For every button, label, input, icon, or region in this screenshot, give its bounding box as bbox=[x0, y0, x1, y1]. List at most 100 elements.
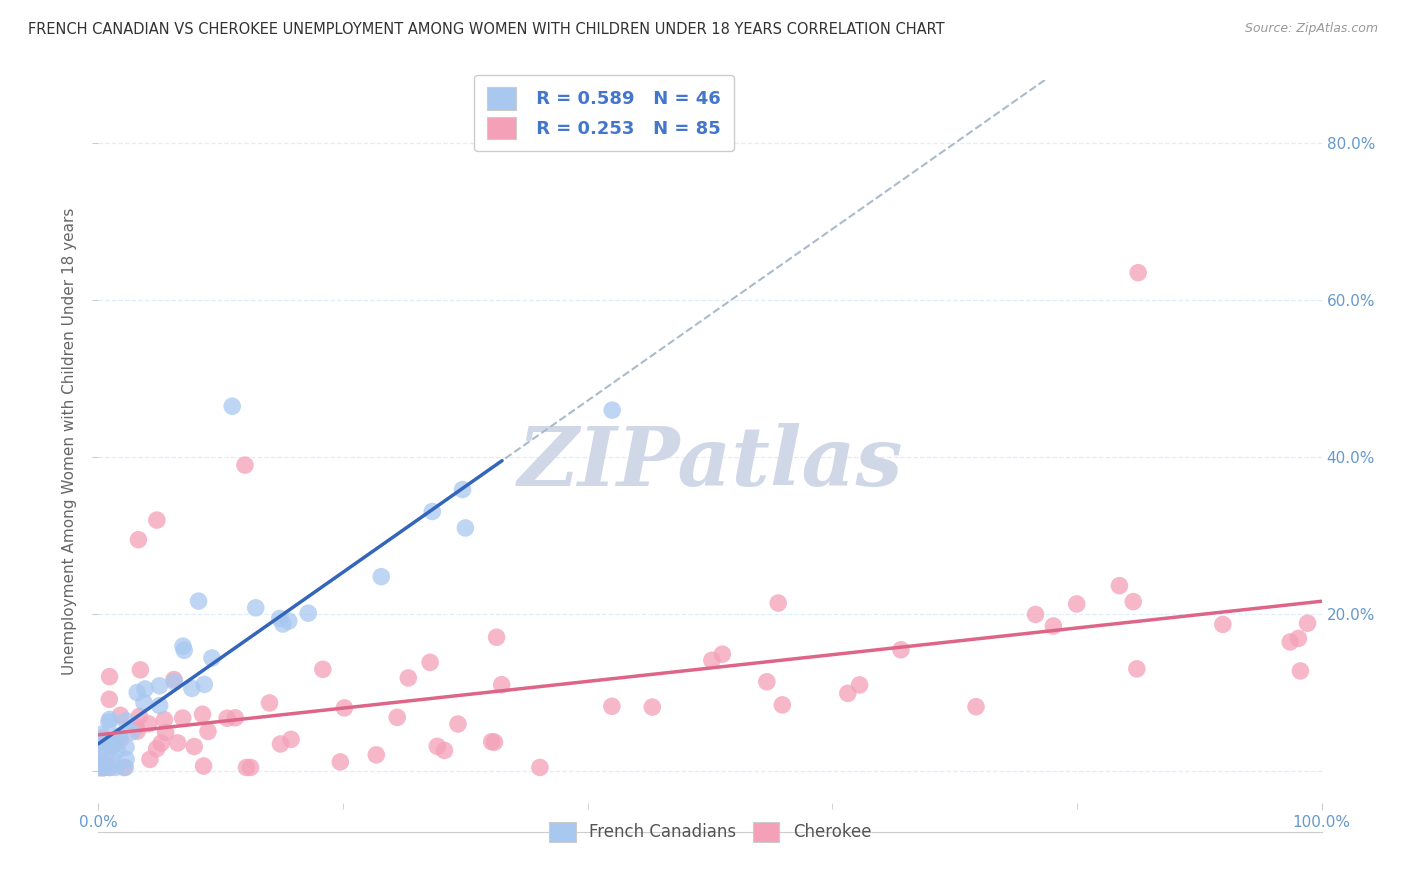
Point bbox=[134, 681, 156, 696]
Point bbox=[90, 731, 112, 745]
Point bbox=[93, 759, 115, 773]
Point bbox=[93, 760, 115, 774]
Point bbox=[90, 727, 112, 741]
Point bbox=[280, 732, 302, 747]
Point bbox=[163, 674, 186, 689]
Point bbox=[115, 752, 138, 766]
Point bbox=[89, 747, 111, 762]
Point bbox=[454, 521, 477, 535]
Point bbox=[138, 716, 160, 731]
Point bbox=[114, 714, 136, 728]
Point bbox=[172, 639, 194, 653]
Point bbox=[600, 403, 623, 417]
Point bbox=[420, 504, 443, 518]
Point bbox=[491, 678, 513, 692]
Point bbox=[98, 760, 121, 774]
Point bbox=[112, 760, 135, 774]
Point bbox=[366, 747, 388, 762]
Point bbox=[101, 738, 124, 752]
Point bbox=[163, 673, 186, 687]
Point bbox=[91, 760, 114, 774]
Point bbox=[129, 663, 152, 677]
Point bbox=[89, 760, 111, 774]
Point bbox=[277, 614, 299, 628]
Point bbox=[127, 533, 149, 547]
Point bbox=[155, 725, 177, 739]
Point bbox=[297, 606, 319, 620]
Y-axis label: Unemployment Among Women with Children Under 18 years: Unemployment Among Women with Children U… bbox=[62, 208, 77, 675]
Point bbox=[1042, 619, 1064, 633]
Point bbox=[1025, 607, 1047, 622]
Point bbox=[239, 760, 262, 774]
Point bbox=[87, 750, 110, 764]
Point bbox=[121, 725, 143, 739]
Point bbox=[451, 483, 474, 497]
Point bbox=[387, 710, 409, 724]
Point bbox=[1279, 635, 1302, 649]
Point bbox=[110, 708, 132, 723]
Point bbox=[312, 662, 335, 676]
Point bbox=[641, 700, 664, 714]
Point bbox=[197, 724, 219, 739]
Point bbox=[193, 759, 215, 773]
Point bbox=[1108, 579, 1130, 593]
Point bbox=[94, 749, 117, 764]
Point bbox=[153, 713, 176, 727]
Point bbox=[89, 760, 111, 774]
Point bbox=[114, 760, 136, 774]
Point bbox=[104, 760, 127, 774]
Point bbox=[193, 677, 215, 691]
Point bbox=[245, 600, 267, 615]
Point bbox=[187, 594, 209, 608]
Legend: French Canadians, Cherokee: French Canadians, Cherokee bbox=[543, 815, 877, 848]
Point bbox=[396, 671, 419, 685]
Point bbox=[271, 617, 294, 632]
Text: FRENCH CANADIAN VS CHEROKEE UNEMPLOYMENT AMONG WOMEN WITH CHILDREN UNDER 18 YEAR: FRENCH CANADIAN VS CHEROKEE UNEMPLOYMENT… bbox=[28, 22, 945, 37]
Text: Source: ZipAtlas.com: Source: ZipAtlas.com bbox=[1244, 22, 1378, 36]
Point bbox=[1288, 632, 1310, 646]
Point bbox=[89, 760, 111, 774]
Point bbox=[98, 760, 121, 774]
Point bbox=[485, 630, 508, 644]
Point bbox=[107, 729, 129, 743]
Point bbox=[127, 685, 149, 699]
Point bbox=[426, 739, 449, 754]
Point bbox=[481, 734, 503, 748]
Point bbox=[98, 712, 121, 726]
Point bbox=[104, 735, 127, 749]
Point bbox=[145, 741, 167, 756]
Point bbox=[101, 739, 124, 754]
Point bbox=[333, 701, 356, 715]
Point bbox=[711, 647, 734, 661]
Point bbox=[180, 681, 202, 696]
Point bbox=[329, 755, 352, 769]
Point bbox=[600, 699, 623, 714]
Point bbox=[233, 458, 256, 472]
Point bbox=[98, 692, 121, 706]
Point bbox=[191, 707, 214, 722]
Point bbox=[484, 735, 506, 749]
Point bbox=[108, 729, 131, 743]
Point bbox=[91, 760, 114, 774]
Point bbox=[447, 717, 470, 731]
Point bbox=[419, 656, 441, 670]
Point bbox=[89, 760, 111, 774]
Point bbox=[433, 743, 456, 757]
Point bbox=[115, 740, 138, 755]
Point bbox=[146, 513, 169, 527]
Point bbox=[1212, 617, 1234, 632]
Point bbox=[370, 569, 392, 583]
Point bbox=[97, 714, 120, 729]
Point bbox=[183, 739, 205, 754]
Point bbox=[128, 709, 150, 723]
Point bbox=[98, 670, 121, 684]
Point bbox=[259, 696, 281, 710]
Point bbox=[91, 760, 114, 774]
Point bbox=[890, 642, 912, 657]
Point bbox=[96, 735, 118, 749]
Text: ZIPatlas: ZIPatlas bbox=[517, 423, 903, 503]
Point bbox=[766, 596, 789, 610]
Point bbox=[139, 752, 162, 766]
Point bbox=[94, 758, 117, 772]
Point bbox=[125, 720, 148, 734]
